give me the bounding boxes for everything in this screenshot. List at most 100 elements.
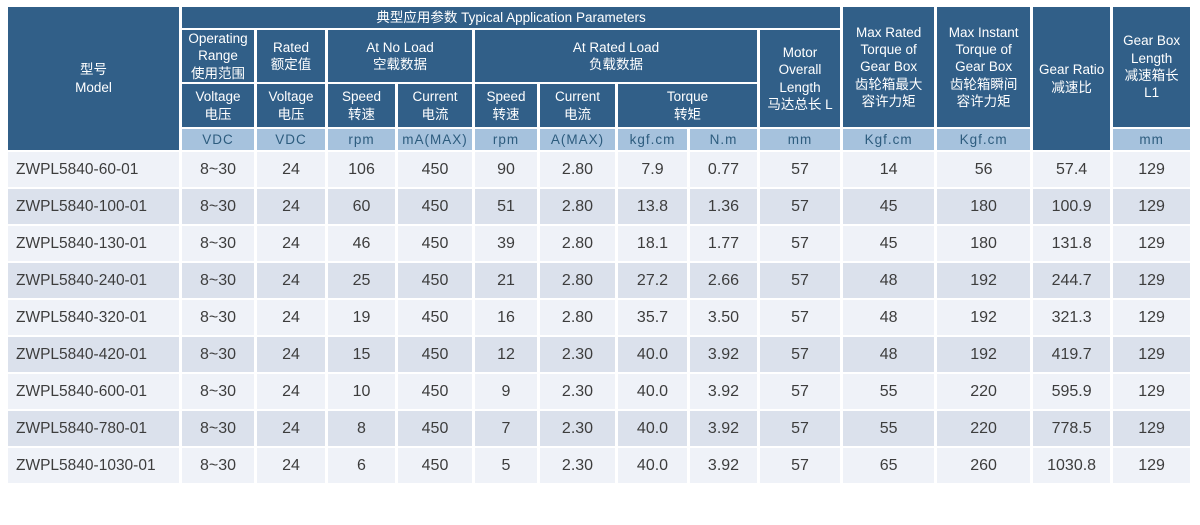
cell-operating-range: 8~30 [182, 374, 254, 409]
table-row: ZWPL5840-780-01 8~30 24 8 450 7 2.30 40.0 3.92 57… [8, 411, 1191, 446]
cell-no-load-speed: 60 [328, 189, 395, 224]
cell-model: ZWPL5840-780-01 [8, 411, 179, 446]
cell-torque-nm: 0.77 [690, 152, 757, 187]
cell-operating-range: 8~30 [182, 226, 254, 261]
cell-no-load-speed: 6 [328, 448, 395, 483]
cell-model: ZWPL5840-320-01 [8, 300, 179, 335]
header-rated-voltage: Voltage 电压 [257, 84, 325, 127]
cell-rated-current: 2.80 [540, 152, 615, 187]
header-no-load-current: Current 电流 [398, 84, 472, 127]
cell-motor-length: 57 [760, 263, 841, 298]
cell-gear-ratio: 100.9 [1033, 189, 1111, 224]
header-rated: Rated 额定值 [257, 30, 325, 82]
cell-rated-voltage: 24 [257, 263, 325, 298]
cell-no-load-speed: 15 [328, 337, 395, 372]
table-body: ZWPL5840-60-01 8~30 24 106 450 90 2.80 7.9 0.77 5… [8, 152, 1191, 483]
cell-rated-current: 2.80 [540, 263, 615, 298]
cell-no-load-current: 450 [398, 411, 472, 446]
unit-no-load-speed: rpm [328, 129, 395, 150]
cell-torque-nm: 3.92 [690, 374, 757, 409]
cell-no-load-current: 450 [398, 263, 472, 298]
cell-gear-ratio: 419.7 [1033, 337, 1111, 372]
header-at-rated-load: At Rated Load 负载数据 [475, 30, 757, 82]
cell-max-rated-torque: 48 [843, 300, 935, 335]
cell-motor-length: 57 [760, 152, 841, 187]
cell-gear-box-length: 129 [1113, 374, 1191, 409]
table-row: ZWPL5840-240-01 8~30 24 25 450 21 2.80 27.2 2.66… [8, 263, 1191, 298]
cell-torque-kgf: 40.0 [618, 448, 687, 483]
unit-rated-speed: rpm [475, 129, 537, 150]
cell-rated-current: 2.30 [540, 411, 615, 446]
cell-rated-voltage: 24 [257, 411, 325, 446]
cell-torque-nm: 3.92 [690, 337, 757, 372]
cell-gear-box-length: 129 [1113, 337, 1191, 372]
cell-max-rated-torque: 48 [843, 337, 935, 372]
unit-operating-voltage: VDC [182, 129, 254, 150]
cell-no-load-current: 450 [398, 152, 472, 187]
header-top-band: 典型应用参数 Typical Application Parameters [182, 7, 841, 28]
cell-no-load-speed: 106 [328, 152, 395, 187]
table-row: ZWPL5840-60-01 8~30 24 106 450 90 2.80 7.9 0.77 5… [8, 152, 1191, 187]
table-row: ZWPL5840-130-01 8~30 24 46 450 39 2.80 18.1 1.77… [8, 226, 1191, 261]
cell-gear-box-length: 129 [1113, 263, 1191, 298]
cell-motor-length: 57 [760, 374, 841, 409]
cell-gear-ratio: 595.9 [1033, 374, 1111, 409]
cell-rated-voltage: 24 [257, 337, 325, 372]
table-row: ZWPL5840-1030-01 8~30 24 6 450 5 2.30 40.0 3.92 5… [8, 448, 1191, 483]
cell-rated-speed: 51 [475, 189, 537, 224]
cell-motor-length: 57 [760, 189, 841, 224]
cell-torque-nm: 2.66 [690, 263, 757, 298]
cell-operating-range: 8~30 [182, 263, 254, 298]
header-max-instant-torque: Max Instant Torque of Gear Box 齿轮箱瞬间 容许力… [937, 7, 1031, 127]
cell-max-instant-torque: 220 [937, 374, 1031, 409]
cell-rated-current: 2.30 [540, 448, 615, 483]
unit-rated-voltage: VDC [257, 129, 325, 150]
cell-torque-nm: 3.92 [690, 411, 757, 446]
cell-max-instant-torque: 180 [937, 189, 1031, 224]
header-group-row: Operating Range 使用范围 Rated 额定值 At No Loa… [8, 30, 1190, 127]
header-operating-voltage: Voltage 电压 [182, 84, 254, 127]
cell-max-rated-torque: 45 [843, 189, 935, 224]
cell-no-load-speed: 25 [328, 263, 395, 298]
cell-rated-speed: 5 [475, 448, 537, 483]
cell-gear-ratio: 244.7 [1033, 263, 1111, 298]
cell-no-load-current: 450 [398, 226, 472, 261]
cell-max-instant-torque: 192 [937, 300, 1031, 335]
cell-gear-ratio: 1030.8 [1033, 448, 1111, 483]
cell-max-instant-torque: 220 [937, 411, 1031, 446]
typical-application-parameters-table: 型号 Model 典型应用参数 Typical Application Para… [5, 5, 1193, 485]
cell-torque-kgf: 27.2 [618, 263, 687, 298]
cell-no-load-current: 450 [398, 300, 472, 335]
cell-max-instant-torque: 180 [937, 226, 1031, 261]
cell-gear-box-length: 129 [1113, 152, 1191, 187]
cell-no-load-speed: 19 [328, 300, 395, 335]
cell-torque-nm: 3.50 [690, 300, 757, 335]
table-row: ZWPL5840-420-01 8~30 24 15 450 12 2.30 40.0 3.92… [8, 337, 1191, 372]
cell-rated-voltage: 24 [257, 374, 325, 409]
cell-max-instant-torque: 192 [937, 263, 1031, 298]
header-at-no-load: At No Load 空载数据 [328, 30, 472, 82]
unit-max-rated-torque: Kgf.cm [843, 129, 935, 150]
table-row: ZWPL5840-320-01 8~30 24 19 450 16 2.80 35.7 3.50… [8, 300, 1191, 335]
cell-motor-length: 57 [760, 226, 841, 261]
cell-torque-nm: 3.92 [690, 448, 757, 483]
cell-gear-box-length: 129 [1113, 189, 1191, 224]
table-header: 型号 Model 典型应用参数 Typical Application Para… [8, 7, 1191, 150]
header-sub-row: Voltage 电压 Voltage 电压 Speed 转速 Current 电… [8, 84, 1190, 127]
cell-no-load-current: 450 [398, 448, 472, 483]
cell-rated-speed: 90 [475, 152, 537, 187]
cell-rated-speed: 9 [475, 374, 537, 409]
cell-no-load-current: 450 [398, 374, 472, 409]
cell-max-instant-torque: 56 [937, 152, 1031, 187]
cell-torque-kgf: 13.8 [618, 189, 687, 224]
cell-model: ZWPL5840-60-01 [8, 152, 179, 187]
cell-rated-current: 2.30 [540, 374, 615, 409]
unit-torque-nm: N.m [690, 129, 757, 150]
cell-no-load-current: 450 [398, 337, 472, 372]
cell-model: ZWPL5840-240-01 [8, 263, 179, 298]
cell-rated-voltage: 24 [257, 152, 325, 187]
unit-rated-current: A(MAX) [540, 129, 615, 150]
cell-no-load-speed: 8 [328, 411, 395, 446]
cell-motor-length: 57 [760, 411, 841, 446]
cell-torque-kgf: 40.0 [618, 337, 687, 372]
